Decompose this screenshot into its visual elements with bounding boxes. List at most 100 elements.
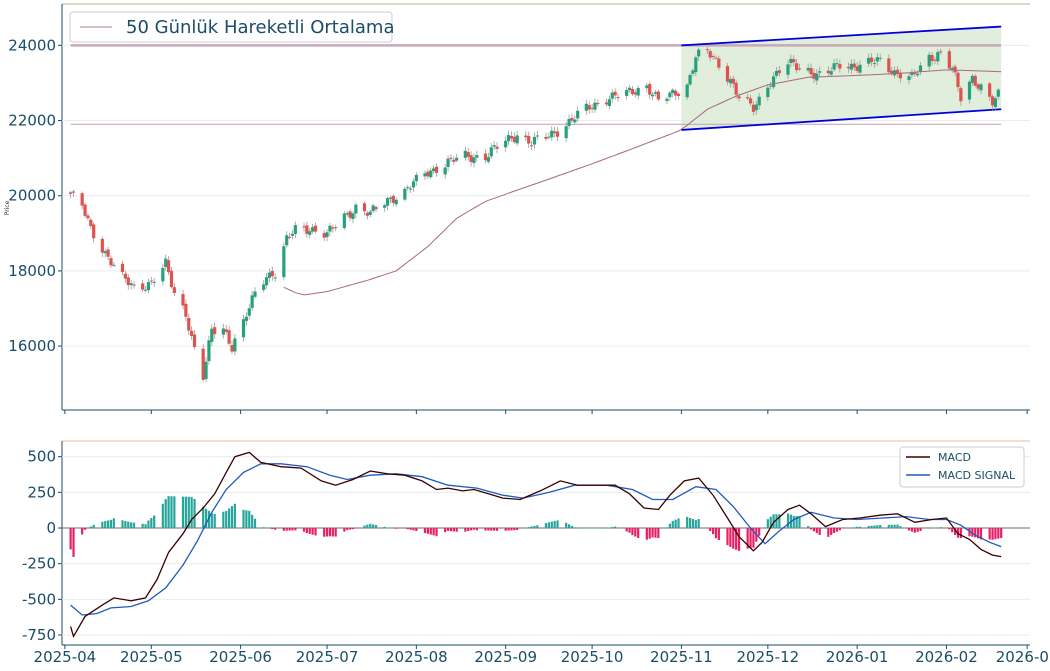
histogram-bar <box>213 514 216 529</box>
histogram-bar <box>749 528 752 548</box>
histogram-bar <box>697 519 700 529</box>
macd-tick-label: 250 <box>27 483 56 501</box>
histogram-bar <box>328 528 332 537</box>
histogram-bar <box>516 528 519 531</box>
candle-body <box>567 119 571 126</box>
candle-body <box>918 65 923 73</box>
price-tick-label: 20000 <box>8 187 56 205</box>
candle-body <box>411 181 416 188</box>
price-grid <box>62 44 1030 347</box>
candle-body <box>187 317 191 331</box>
candle-body <box>953 66 957 73</box>
candle-body <box>970 75 974 83</box>
histogram-bar <box>181 496 185 529</box>
histogram-bar <box>605 528 608 529</box>
histogram-bar <box>556 520 559 529</box>
x-tick-label: 2025-07 <box>296 648 359 666</box>
histogram-bar <box>657 528 660 539</box>
histogram-bar <box>446 528 450 531</box>
macd-legend: MACD MACD SIGNAL <box>899 446 1025 488</box>
candle-body <box>434 166 439 173</box>
histogram-bar <box>253 518 257 529</box>
histogram-bar <box>242 509 245 529</box>
channel-layer <box>70 25 1002 131</box>
candle-body <box>734 82 738 95</box>
histogram-bar <box>544 523 548 529</box>
histogram-bar <box>570 525 574 529</box>
candle-body <box>385 198 390 206</box>
candle-body <box>766 87 770 98</box>
candle-body <box>869 57 874 63</box>
histogram-bar <box>870 525 873 529</box>
candle-body <box>697 49 701 57</box>
histogram-bar <box>484 528 487 531</box>
histogram-bar <box>651 528 654 538</box>
histogram-bar <box>769 516 772 529</box>
histogram-bar <box>184 496 187 529</box>
candle-body <box>169 270 174 288</box>
histogram-bar <box>827 528 830 537</box>
x-tick-label: 2026-02 <box>915 648 978 666</box>
candle-body <box>285 235 289 246</box>
candle-body <box>290 233 295 236</box>
candle-body <box>308 231 312 235</box>
histogram-bar <box>469 528 473 531</box>
candle-body <box>898 72 902 79</box>
histogram-bar <box>173 496 176 529</box>
histogram-bar <box>308 528 311 534</box>
candle-body <box>774 70 779 76</box>
histogram-bar <box>576 528 579 529</box>
histogram-bar <box>493 528 496 531</box>
candle-body <box>771 76 776 88</box>
candle-body <box>927 54 931 67</box>
candle-body <box>371 205 375 212</box>
candle-body <box>120 263 125 273</box>
candle-body <box>685 84 689 98</box>
candle-body <box>469 155 473 162</box>
candle-body <box>812 72 816 79</box>
candle-body <box>625 90 629 96</box>
candle-body <box>282 246 286 278</box>
candle-body <box>210 328 214 342</box>
candle-body <box>792 59 796 63</box>
candle-body <box>550 130 554 138</box>
candle-body <box>423 173 427 177</box>
histogram-bar <box>170 496 173 529</box>
histogram-bar <box>567 524 571 529</box>
candle-body <box>653 92 658 94</box>
candle-body <box>394 199 398 205</box>
candle-body <box>573 119 577 123</box>
macd-tick-label: -750 <box>22 626 56 644</box>
histogram-bar <box>596 528 599 529</box>
candle-body <box>164 258 168 268</box>
histogram-bar <box>706 528 709 529</box>
histogram-bar <box>910 528 913 532</box>
candle-body <box>674 90 678 96</box>
candle-body <box>354 204 358 214</box>
histogram-bar <box>121 520 124 529</box>
candle-body <box>348 211 352 218</box>
histogram-bar <box>746 528 749 549</box>
candle-body <box>264 277 269 286</box>
histogram-bar <box>432 528 435 536</box>
histogram-bar <box>302 528 306 532</box>
histogram-bar <box>732 528 735 549</box>
candle-body <box>322 233 326 238</box>
histogram-bar <box>334 528 337 537</box>
x-tick-label: 2026-01 <box>826 648 889 666</box>
histogram-bar <box>674 519 677 529</box>
candle-body <box>748 98 753 104</box>
trend-channel-fill <box>681 26 1002 130</box>
histogram-bar <box>248 510 251 529</box>
histogram-bar <box>331 528 334 537</box>
histogram-bar <box>282 528 285 531</box>
x-tick-label: 2025-10 <box>561 648 624 666</box>
histogram-bar <box>608 527 611 529</box>
price-tick-label: 24000 <box>8 36 56 54</box>
candle-body <box>253 291 257 297</box>
histogram-bar <box>856 526 859 529</box>
candle-body <box>950 67 954 71</box>
candle-body <box>627 87 632 91</box>
histogram-bar <box>164 499 167 529</box>
candle-body <box>973 75 977 86</box>
